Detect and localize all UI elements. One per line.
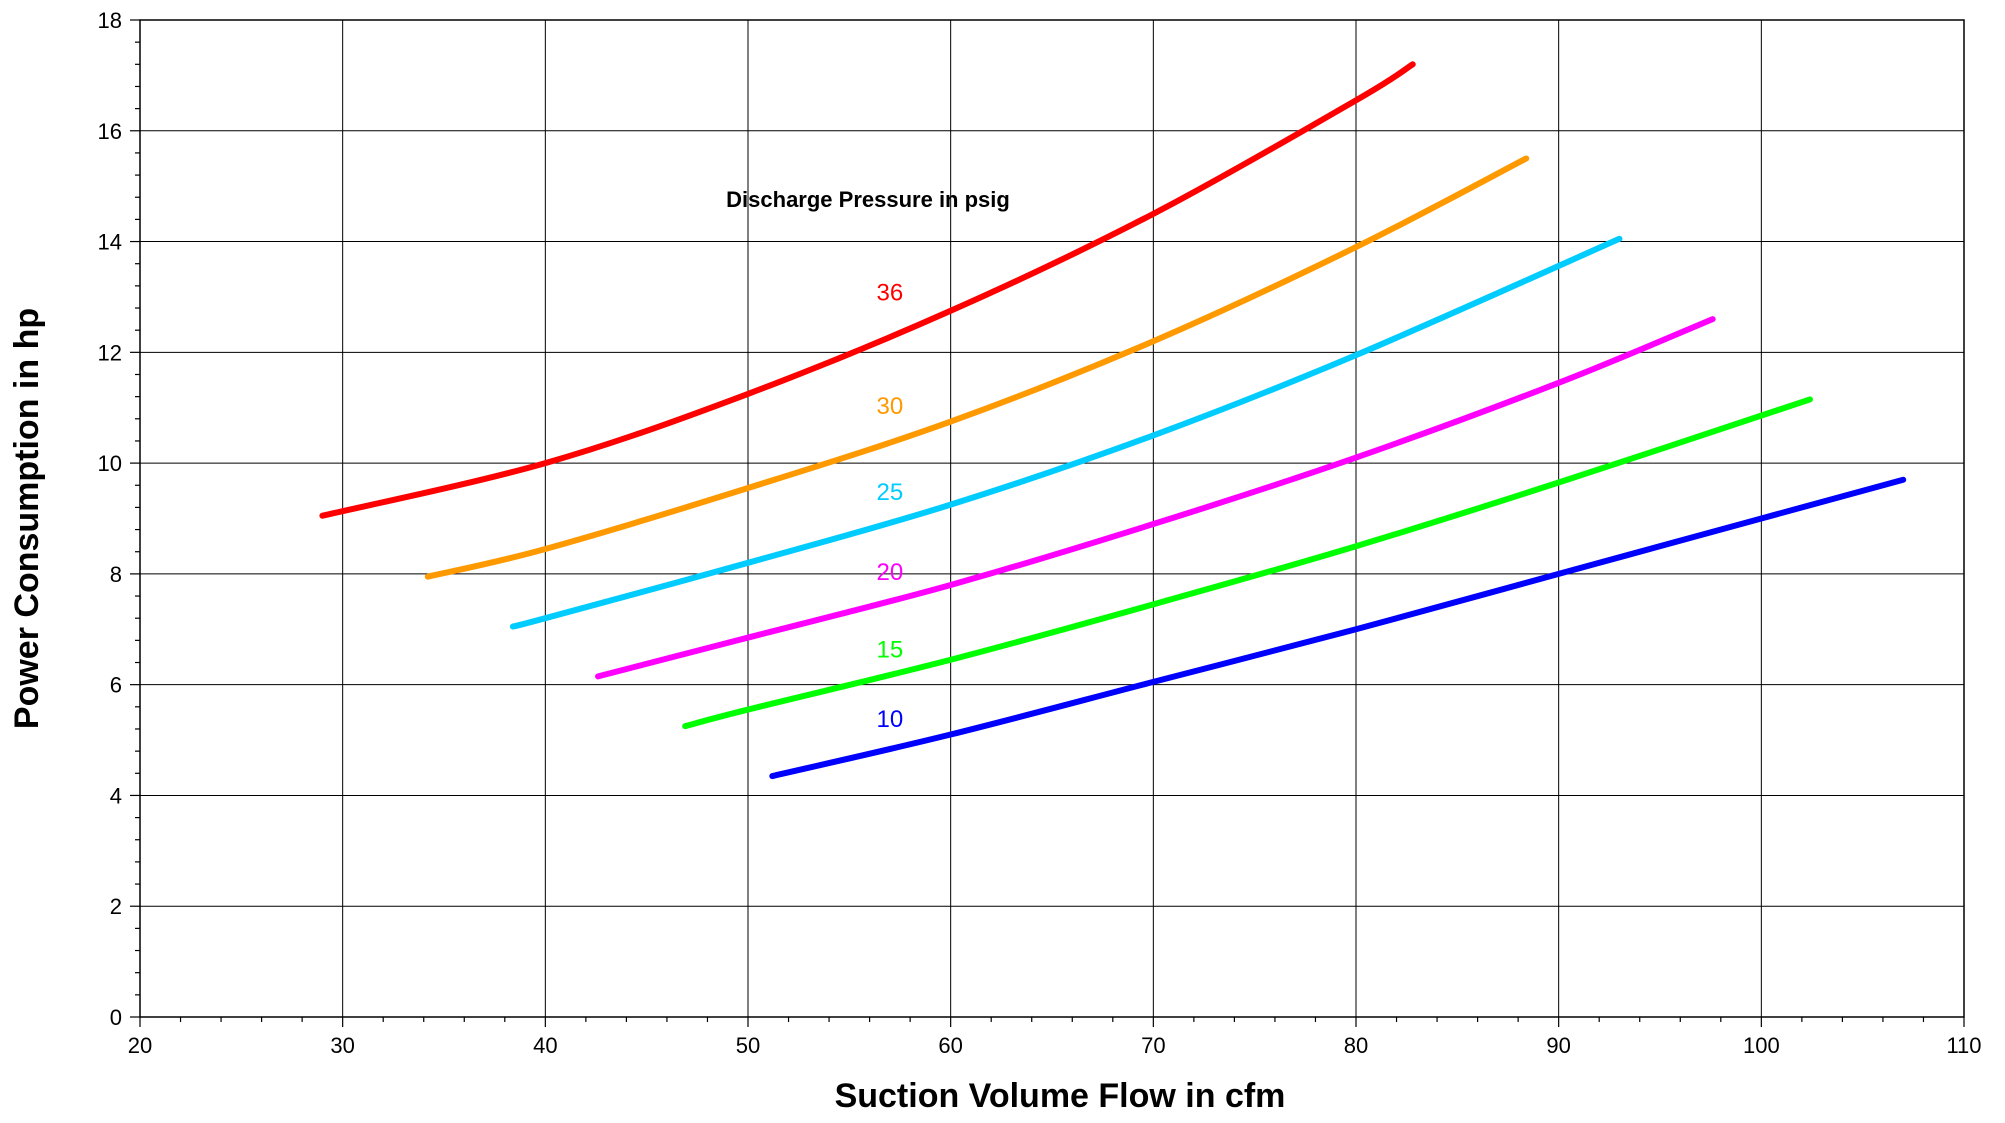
series-label-30-psig: 30	[877, 393, 904, 420]
series-line-20-psig	[595, 316, 1716, 680]
x-axis-title: Suction Volume Flow in cfm	[835, 1077, 1286, 1115]
plot-border	[139, 19, 1965, 1018]
x-tick-label: 110	[1946, 1033, 1981, 1058]
x-tick-label: 90	[1546, 1033, 1570, 1058]
grid	[140, 20, 1964, 1017]
series-label-15-psig: 15	[877, 637, 904, 664]
series-group: 36 30 25 20 15 10	[319, 61, 1907, 780]
y-tick-label: 4	[110, 783, 122, 808]
y-tick-label: 12	[98, 340, 122, 365]
x-tick-label: 50	[736, 1033, 760, 1058]
y-tick-label: 0	[110, 1005, 122, 1030]
y-tick-label: 2	[110, 894, 122, 919]
y-tick-label: 6	[110, 673, 122, 698]
y-tick-label: 14	[98, 230, 122, 255]
y-tick-label: 16	[98, 119, 122, 144]
x-tick-label: 80	[1344, 1033, 1368, 1058]
x-tick-label: 70	[1141, 1033, 1165, 1058]
legend-title: Discharge Pressure in psig	[726, 187, 1010, 212]
series-label-36-psig: 36	[877, 279, 904, 306]
series-label-10-psig: 10	[877, 706, 904, 733]
series-line-30-psig	[424, 155, 1530, 580]
series-line-15-psig	[682, 396, 1813, 730]
x-tick-label: 60	[938, 1033, 962, 1058]
y-tick-label: 18	[98, 8, 122, 33]
series-label-20-psig: 20	[877, 559, 904, 586]
x-tick-label: 40	[533, 1033, 557, 1058]
y-axis-title: Power Consumption in hp	[8, 308, 46, 729]
axis-ticks	[130, 19, 1965, 1027]
x-tick-label: 100	[1743, 1033, 1780, 1058]
x-tick-label: 20	[128, 1033, 152, 1058]
series-line-25-psig	[509, 235, 1623, 630]
series-line-10-psig	[769, 476, 1907, 780]
x-tick-label: 30	[330, 1033, 354, 1058]
y-tick-label: 8	[110, 562, 122, 587]
y-tick-label: 10	[98, 451, 122, 476]
series-line-36-psig	[319, 61, 1416, 519]
series-label-25-psig: 25	[877, 479, 904, 506]
